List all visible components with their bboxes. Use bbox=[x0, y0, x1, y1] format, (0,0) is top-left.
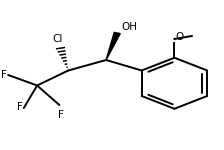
Polygon shape bbox=[106, 32, 120, 60]
Text: O: O bbox=[176, 32, 184, 42]
Text: OH: OH bbox=[122, 22, 138, 32]
Text: F: F bbox=[17, 102, 23, 111]
Text: F: F bbox=[1, 70, 7, 80]
Text: Cl: Cl bbox=[52, 33, 62, 44]
Text: F: F bbox=[58, 110, 63, 120]
